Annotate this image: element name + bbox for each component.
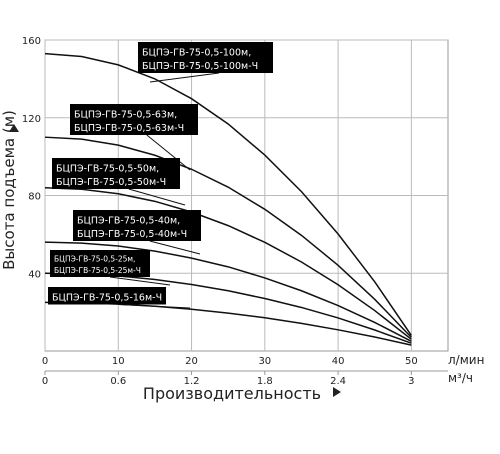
label-box xyxy=(52,158,180,189)
leader-line xyxy=(109,276,171,286)
leader-line xyxy=(146,134,191,171)
label-box xyxy=(50,250,150,277)
y-axis-label: Высота подъема (м) xyxy=(0,110,18,270)
x-unit: л/мин xyxy=(448,353,484,367)
label-box xyxy=(48,287,166,305)
leader-line xyxy=(118,304,191,309)
label-box xyxy=(73,210,201,241)
pump-curve xyxy=(44,241,412,342)
y-axis-arrow xyxy=(9,124,19,132)
x-tick-label: 0 xyxy=(42,356,48,367)
curve-label: БЦПЭ-ГВ-75-0,5-63м-Ч xyxy=(74,123,184,134)
label-box xyxy=(138,42,273,73)
x2-unit: м³/ч xyxy=(448,371,473,385)
y-tick-label: 80 xyxy=(28,192,41,203)
leader-line xyxy=(149,72,220,83)
y-tick-label: 40 xyxy=(28,269,41,280)
curve-label: БЦПЭ-ГВ-75-0,5-16м-Ч xyxy=(52,293,162,304)
curve-label: БЦПЭ-ГВ-75-0,5-100м, xyxy=(142,48,251,59)
curve-label: БЦПЭ-ГВ-75-0,5-40м, xyxy=(77,216,180,227)
x2-tick-label: 0 xyxy=(42,376,48,387)
x-tick-label: 20 xyxy=(185,356,198,367)
x2-tick-label: 0.6 xyxy=(110,376,126,387)
x-tick-label: 30 xyxy=(258,356,271,367)
x2-tick-label: 1.2 xyxy=(184,376,200,387)
x-tick-label: 10 xyxy=(112,356,125,367)
pump-curve xyxy=(44,52,412,336)
curve-label: БЦПЭ-ГВ-75-0,5-50м-Ч xyxy=(56,177,166,188)
pump-curve xyxy=(44,136,412,338)
curve-label: БЦПЭ-ГВ-75-0,5-25м, xyxy=(54,255,135,264)
curve-label: БЦПЭ-ГВ-75-0,5-50м, xyxy=(56,164,159,175)
curve-label: БЦПЭ-ГВ-75-0,5-100м-Ч xyxy=(142,61,258,72)
y-tick-label: 160 xyxy=(22,36,41,47)
x-tick-label: 40 xyxy=(332,356,345,367)
label-box xyxy=(70,104,198,135)
curve-label: БЦПЭ-ГВ-75-0,5-25м-Ч xyxy=(54,266,141,275)
x2-tick-label: 3 xyxy=(408,376,414,387)
pump-curve xyxy=(44,186,412,340)
x2-tick-label: 2.4 xyxy=(330,376,346,387)
x-axis-label: Производительность xyxy=(143,384,321,403)
x-axis-arrow xyxy=(333,387,341,397)
curve-label: БЦПЭ-ГВ-75-0,5-40м-Ч xyxy=(77,229,187,240)
curve-label: БЦПЭ-ГВ-75-0,5-63м, xyxy=(74,110,177,121)
leader-line xyxy=(128,188,186,206)
y-tick-label: 120 xyxy=(22,114,41,125)
leader-line xyxy=(149,240,201,255)
x-tick-label: 50 xyxy=(405,356,418,367)
x2-tick-label: 1.8 xyxy=(257,376,273,387)
